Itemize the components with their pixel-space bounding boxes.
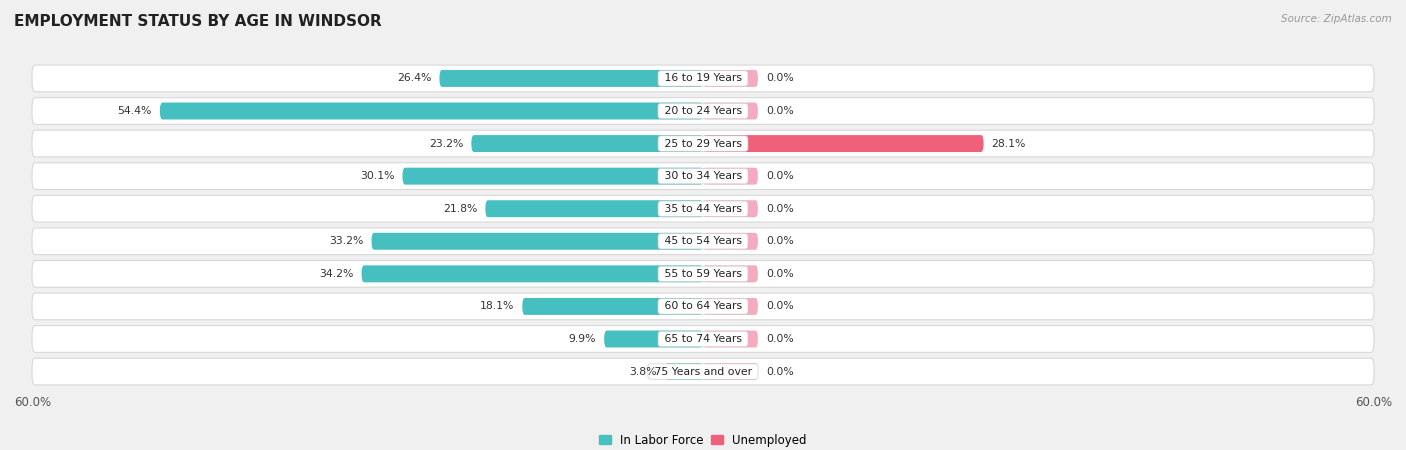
Text: 0.0%: 0.0%: [766, 106, 793, 116]
Text: 60.0%: 60.0%: [14, 396, 51, 409]
FancyBboxPatch shape: [665, 363, 703, 380]
FancyBboxPatch shape: [32, 261, 1374, 287]
Text: 30 to 34 Years: 30 to 34 Years: [661, 171, 745, 181]
Text: 45 to 54 Years: 45 to 54 Years: [661, 236, 745, 246]
Text: EMPLOYMENT STATUS BY AGE IN WINDSOR: EMPLOYMENT STATUS BY AGE IN WINDSOR: [14, 14, 382, 28]
FancyBboxPatch shape: [703, 200, 758, 217]
FancyBboxPatch shape: [703, 298, 758, 315]
Text: 28.1%: 28.1%: [991, 139, 1026, 148]
Text: 0.0%: 0.0%: [766, 334, 793, 344]
Text: 21.8%: 21.8%: [443, 204, 478, 214]
FancyBboxPatch shape: [703, 266, 758, 282]
FancyBboxPatch shape: [32, 163, 1374, 189]
FancyBboxPatch shape: [361, 266, 703, 282]
Text: Source: ZipAtlas.com: Source: ZipAtlas.com: [1281, 14, 1392, 23]
Text: 35 to 44 Years: 35 to 44 Years: [661, 204, 745, 214]
FancyBboxPatch shape: [522, 298, 703, 315]
FancyBboxPatch shape: [32, 228, 1374, 255]
Text: 0.0%: 0.0%: [766, 269, 793, 279]
FancyBboxPatch shape: [32, 195, 1374, 222]
FancyBboxPatch shape: [605, 331, 703, 347]
Text: 16 to 19 Years: 16 to 19 Years: [661, 73, 745, 83]
Text: 0.0%: 0.0%: [766, 367, 793, 377]
Text: 25 to 29 Years: 25 to 29 Years: [661, 139, 745, 148]
FancyBboxPatch shape: [703, 135, 984, 152]
Text: 0.0%: 0.0%: [766, 171, 793, 181]
FancyBboxPatch shape: [703, 363, 758, 380]
Text: 65 to 74 Years: 65 to 74 Years: [661, 334, 745, 344]
FancyBboxPatch shape: [32, 326, 1374, 352]
FancyBboxPatch shape: [32, 358, 1374, 385]
FancyBboxPatch shape: [402, 168, 703, 184]
Text: 54.4%: 54.4%: [118, 106, 152, 116]
FancyBboxPatch shape: [703, 103, 758, 119]
FancyBboxPatch shape: [703, 331, 758, 347]
Text: 75 Years and over: 75 Years and over: [651, 367, 755, 377]
FancyBboxPatch shape: [371, 233, 703, 250]
Text: 0.0%: 0.0%: [766, 302, 793, 311]
Text: 0.0%: 0.0%: [766, 204, 793, 214]
Text: 34.2%: 34.2%: [319, 269, 353, 279]
FancyBboxPatch shape: [160, 103, 703, 119]
FancyBboxPatch shape: [440, 70, 703, 87]
Text: 60.0%: 60.0%: [1355, 396, 1392, 409]
Legend: In Labor Force, Unemployed: In Labor Force, Unemployed: [595, 429, 811, 450]
FancyBboxPatch shape: [32, 130, 1374, 157]
Text: 9.9%: 9.9%: [568, 334, 596, 344]
Text: 0.0%: 0.0%: [766, 236, 793, 246]
Text: 3.8%: 3.8%: [630, 367, 657, 377]
Text: 20 to 24 Years: 20 to 24 Years: [661, 106, 745, 116]
Text: 55 to 59 Years: 55 to 59 Years: [661, 269, 745, 279]
Text: 60 to 64 Years: 60 to 64 Years: [661, 302, 745, 311]
Text: 0.0%: 0.0%: [766, 73, 793, 83]
FancyBboxPatch shape: [32, 98, 1374, 124]
FancyBboxPatch shape: [485, 200, 703, 217]
Text: 30.1%: 30.1%: [360, 171, 395, 181]
Text: 33.2%: 33.2%: [329, 236, 364, 246]
FancyBboxPatch shape: [32, 293, 1374, 320]
Text: 18.1%: 18.1%: [479, 302, 515, 311]
FancyBboxPatch shape: [703, 233, 758, 250]
FancyBboxPatch shape: [471, 135, 703, 152]
FancyBboxPatch shape: [32, 65, 1374, 92]
Text: 26.4%: 26.4%: [396, 73, 432, 83]
FancyBboxPatch shape: [703, 168, 758, 184]
FancyBboxPatch shape: [703, 70, 758, 87]
Text: 23.2%: 23.2%: [429, 139, 464, 148]
